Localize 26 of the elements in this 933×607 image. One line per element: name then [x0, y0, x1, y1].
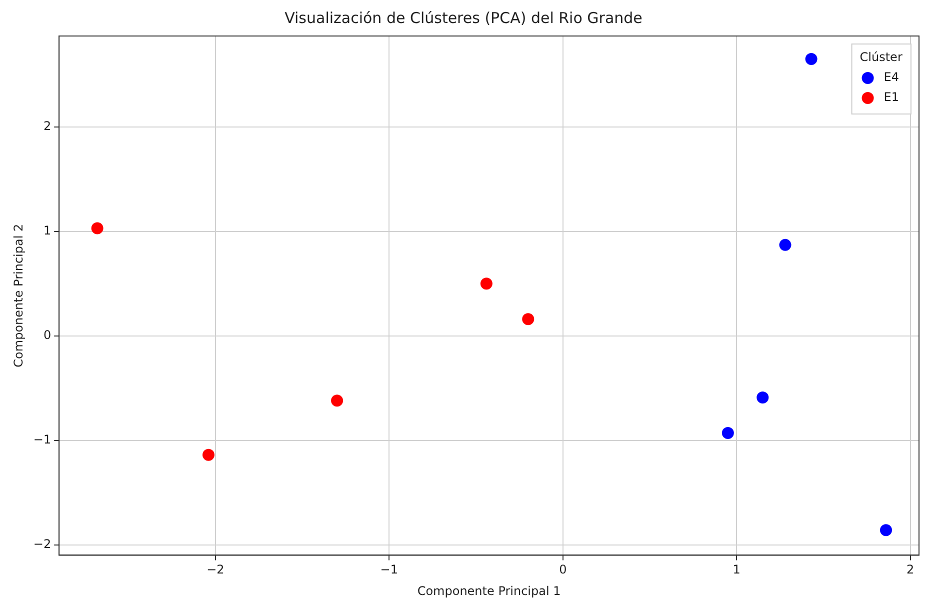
- x-axis-title: Componente Principal 1: [417, 584, 561, 598]
- point: [880, 524, 892, 536]
- x-tick-label: 0: [559, 562, 567, 577]
- point: [722, 426, 734, 439]
- point: [805, 52, 818, 65]
- y-axis-title: Componente Principal 2: [11, 224, 26, 368]
- y-tick-label: 1: [43, 223, 52, 238]
- x-tick-label: −2: [206, 562, 224, 577]
- y-tick-label: 0: [43, 328, 52, 342]
- legend-label: E4: [884, 70, 899, 84]
- legend-title: Clúster: [860, 50, 902, 64]
- x-tick-label: 1: [732, 562, 740, 577]
- point: [331, 394, 344, 407]
- x-tick-label: −1: [380, 562, 398, 577]
- point: [779, 238, 792, 251]
- legend-label: E1: [884, 90, 899, 104]
- y-tick-label: −1: [33, 432, 52, 446]
- y-tick-label: 2: [43, 119, 52, 134]
- y-tick-label: −2: [33, 536, 52, 551]
- point: [202, 448, 214, 461]
- chart-title: Visualización de Clústeres (PCA) del Rio Grande: [284, 8, 642, 27]
- point: [522, 313, 534, 326]
- x-tick-label: 2: [906, 562, 914, 577]
- point: [91, 222, 104, 234]
- point: [480, 278, 492, 290]
- point: [756, 391, 769, 404]
